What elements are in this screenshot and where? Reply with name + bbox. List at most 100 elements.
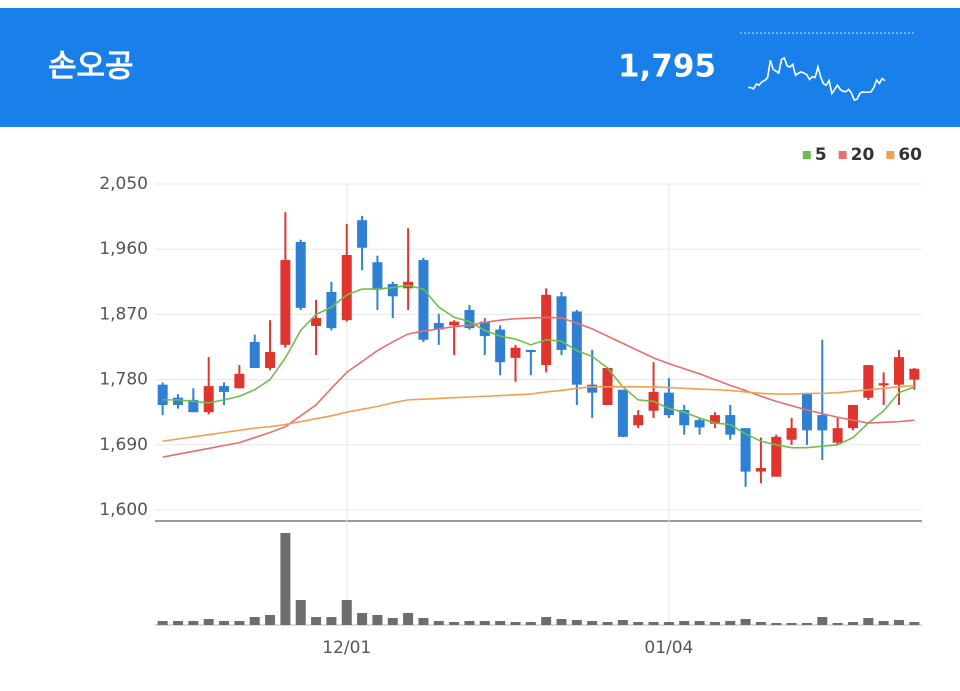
ma-line: [162, 384, 915, 442]
volume-bar: [786, 623, 797, 625]
candle-body: [357, 220, 368, 248]
candle-body: [679, 410, 690, 426]
candle-body: [173, 397, 184, 405]
candle-body: [203, 386, 214, 413]
header-bar: [0, 8, 960, 127]
legend-label: 60: [898, 145, 922, 165]
volume-bar: [587, 621, 598, 625]
y-tick-label: 1,870: [99, 304, 148, 324]
x-tick-label: 12/01: [322, 638, 371, 658]
ma-line: [162, 284, 915, 449]
legend-swatch: [838, 151, 847, 159]
volume-bar: [679, 621, 690, 625]
volume-bar: [464, 621, 475, 625]
volume-bar: [817, 617, 828, 625]
candle-body: [249, 341, 260, 369]
volume-bar: [847, 622, 858, 625]
candle-body: [571, 311, 582, 385]
volume-bar: [387, 618, 398, 625]
candle-body: [326, 291, 337, 329]
volume-bar: [479, 621, 490, 625]
volume-bar: [203, 619, 214, 625]
volume-bar: [909, 622, 920, 625]
candle-body: [617, 389, 628, 437]
y-tick-label: 1,780: [99, 370, 148, 390]
volume-bar: [801, 623, 812, 625]
candle-body: [219, 386, 230, 392]
volume-bar: [602, 622, 613, 625]
candle-body: [817, 415, 828, 431]
candle-body: [464, 310, 475, 329]
volume-bar: [832, 623, 843, 625]
volume-bar: [863, 618, 874, 625]
stock-price: 1,795: [618, 49, 716, 85]
candle-body: [832, 428, 843, 443]
candle-body: [541, 294, 552, 366]
candle-body: [234, 373, 245, 389]
volume-bar: [311, 617, 322, 625]
candle-body: [280, 260, 291, 345]
volume-bar: [265, 615, 276, 625]
sparkline: [748, 56, 886, 101]
volume-bar: [372, 615, 383, 625]
volume-bar: [893, 620, 904, 625]
candle-body: [878, 383, 889, 386]
volume-bar: [556, 619, 567, 625]
volume-bar: [249, 617, 260, 625]
legend-swatch: [886, 151, 895, 159]
volume-bar: [709, 622, 720, 625]
legend-label: 5: [815, 145, 827, 165]
volume-bar: [157, 621, 168, 625]
candle-body: [387, 283, 398, 297]
candle-body: [771, 436, 782, 477]
volume-bar: [403, 613, 414, 625]
volume-bar: [234, 621, 245, 625]
candle-body: [694, 420, 705, 428]
candle-body: [801, 394, 812, 431]
volume-bar: [878, 621, 889, 625]
candle-body: [863, 365, 874, 398]
candle-body: [909, 368, 920, 380]
candle-body: [265, 352, 276, 369]
volume-bar: [725, 621, 736, 625]
candle-body: [418, 260, 429, 340]
volume-bar: [341, 600, 352, 625]
candle-body: [663, 392, 674, 416]
volume-bar: [633, 622, 644, 625]
volume-bar: [326, 617, 337, 625]
volume-bar: [295, 600, 306, 625]
volume-bar: [541, 617, 552, 625]
candle-body: [709, 415, 720, 424]
legend-swatch: [802, 151, 811, 159]
y-tick-label: 1,960: [99, 239, 148, 259]
y-tick-label: 1,690: [99, 435, 148, 455]
candle-body: [755, 467, 766, 472]
candle-body: [893, 357, 904, 385]
candle-body: [495, 329, 506, 363]
volume-bar: [418, 618, 429, 625]
candle-body: [433, 323, 444, 330]
volume-bar: [694, 621, 705, 625]
volume-bar: [525, 622, 536, 625]
volume-bar: [571, 620, 582, 625]
candle-body: [479, 321, 490, 337]
candle-body: [295, 241, 306, 308]
volume-bar: [755, 622, 766, 625]
volume-bar: [449, 622, 460, 625]
volume-bar: [173, 621, 184, 625]
candle-body: [740, 428, 751, 472]
volume-bar: [771, 623, 782, 625]
volume-bar: [280, 533, 291, 625]
stock-name: 손오공: [48, 49, 134, 85]
volume-bar: [433, 621, 444, 625]
volume-bar: [188, 621, 199, 625]
ma-line: [162, 316, 915, 458]
candle-body: [587, 384, 598, 393]
volume-bar: [740, 619, 751, 625]
volume-bar: [219, 621, 230, 625]
volume-bar: [510, 622, 521, 625]
candle-body: [510, 347, 521, 358]
candle-body: [847, 404, 858, 429]
candle-body: [372, 262, 383, 290]
